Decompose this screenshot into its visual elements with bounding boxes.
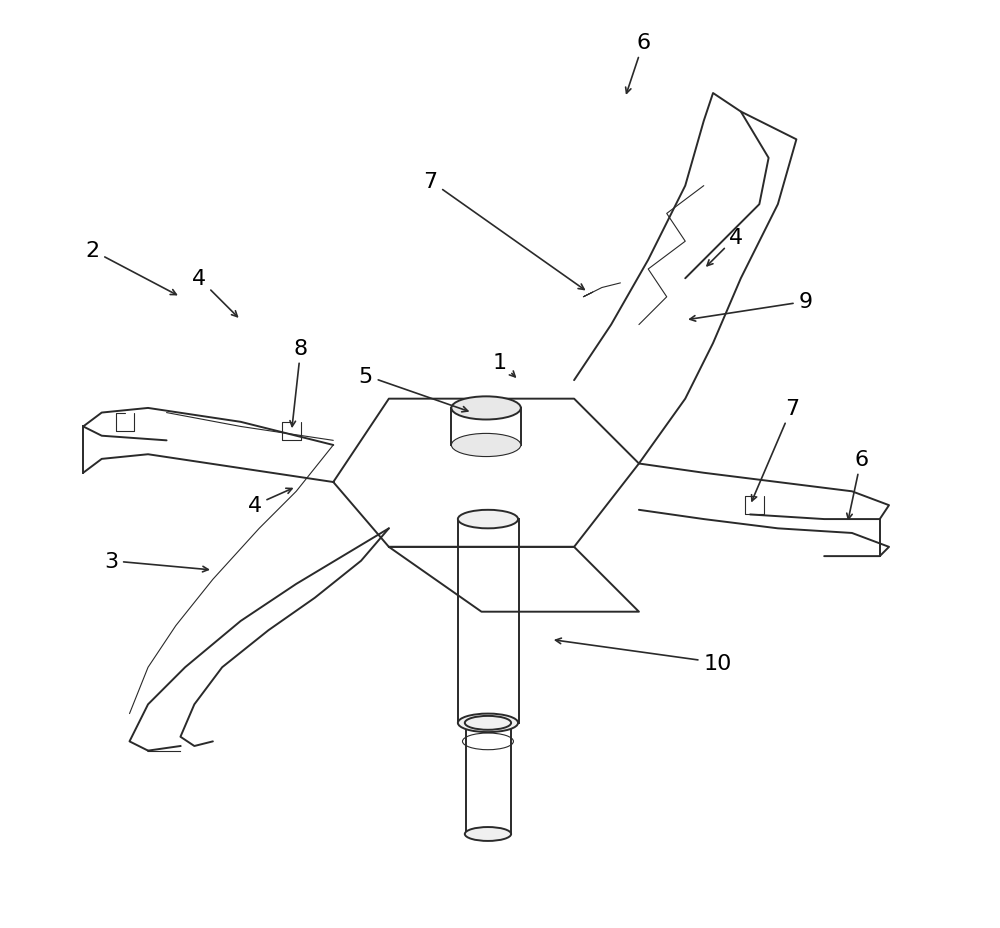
Ellipse shape (458, 510, 518, 529)
Text: 2: 2 (85, 241, 176, 295)
Ellipse shape (465, 827, 511, 841)
Text: 3: 3 (104, 551, 208, 573)
Ellipse shape (465, 716, 511, 730)
Text: 6: 6 (847, 449, 868, 520)
Ellipse shape (458, 714, 518, 732)
Text: 6: 6 (626, 33, 651, 94)
Ellipse shape (451, 434, 521, 458)
Text: 4: 4 (192, 269, 237, 317)
Text: 1: 1 (493, 353, 515, 378)
Text: 5: 5 (359, 367, 468, 412)
Text: 7: 7 (752, 398, 799, 501)
Text: 10: 10 (556, 638, 732, 673)
Text: 9: 9 (690, 292, 813, 322)
Text: 4: 4 (707, 227, 743, 266)
Text: 4: 4 (247, 489, 292, 516)
Text: 8: 8 (290, 339, 308, 427)
Ellipse shape (451, 397, 521, 420)
Text: 7: 7 (423, 172, 584, 290)
